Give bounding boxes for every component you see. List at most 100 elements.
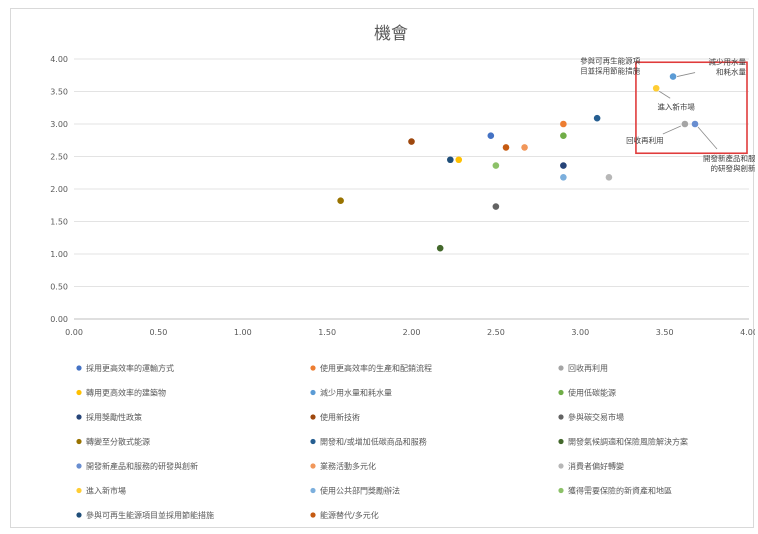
scatter-point xyxy=(560,174,567,181)
x-tick-label: 2.50 xyxy=(487,328,505,337)
scatter-chart: 機會 0.000.501.001.502.002.503.003.504.00 … xyxy=(50,24,755,520)
highlight-annotations: 減少用水量和耗水量 參與可再生能源項目並採用節能措施進入新市場回收再利用開發新產品… xyxy=(580,55,755,173)
y-tick-label: 2.00 xyxy=(50,185,68,194)
chart-title: 機會 xyxy=(374,24,408,44)
legend-marker xyxy=(310,438,316,445)
data-callout: 回收再利用 xyxy=(626,135,664,145)
data-callout: 的研發與創新 xyxy=(711,163,756,173)
legend-label: 使用新技術 xyxy=(320,412,360,422)
legend-label: 進入新市場 xyxy=(86,486,126,496)
scatter-point xyxy=(593,114,601,122)
x-axis-ticks: 0.00 0.50 1.00 1.50 2.00 2.50 3.00 3.50 4.00 xyxy=(65,328,755,337)
gridlines xyxy=(74,58,749,320)
y-tick-label: 3.50 xyxy=(50,88,68,97)
legend-marker xyxy=(310,463,316,469)
legend-label: 業務活動多元化 xyxy=(320,461,376,471)
data-callout: 和耗水量 xyxy=(716,67,746,77)
scatter-point xyxy=(447,156,454,164)
legend-marker xyxy=(76,414,82,420)
x-tick-label: 4.00 xyxy=(740,328,755,337)
legend-label: 使用公共部門獎勵辦法 xyxy=(320,486,400,496)
scatter-point xyxy=(455,156,463,164)
x-tick-label: 3.50 xyxy=(656,328,674,337)
y-tick-label: 1.50 xyxy=(50,218,68,227)
legend-label: 轉變至分散式能源 xyxy=(86,437,150,447)
scatter-point xyxy=(492,162,500,169)
legend-label: 獲得需要保險的新資產和地區 xyxy=(568,486,672,496)
legend-marker xyxy=(558,389,564,396)
data-callout: 參與可再生能源項 xyxy=(580,55,640,65)
y-tick-label: 1.00 xyxy=(50,250,68,259)
legend-label: 使用更高效率的生產和配銷流程 xyxy=(320,363,432,373)
scatter-point xyxy=(560,162,567,169)
x-tick-label: 1.00 xyxy=(234,328,252,337)
x-tick-label: 0.50 xyxy=(149,328,167,337)
legend-label: 轉用更高效率的建築物 xyxy=(86,388,166,398)
scatter-point xyxy=(502,144,510,151)
legend-label: 採用更高效率的運輸方式 xyxy=(86,363,174,373)
x-tick-label: 2.00 xyxy=(403,328,421,337)
legend-label: 參與可再生能源項目並採用節能措施 xyxy=(86,510,214,520)
legend-marker xyxy=(76,389,82,396)
legend-marker xyxy=(310,389,316,396)
x-tick-label: 3.00 xyxy=(571,328,589,337)
legend-marker xyxy=(558,463,564,469)
legend-label: 採用獎勵性政策 xyxy=(86,412,142,422)
legend-label: 減少用水量和耗水量 xyxy=(320,388,392,398)
y-tick-label: 0.00 xyxy=(50,315,68,324)
legend-marker xyxy=(310,487,316,494)
scatter-point xyxy=(691,120,699,128)
y-tick-label: 4.00 xyxy=(50,55,68,64)
scatter-point xyxy=(605,174,613,181)
scatter-point xyxy=(560,132,567,139)
legend-marker xyxy=(558,487,564,494)
chart-frame: 機會 0.00 0.50 1.00 1.50 2.00 2.50 3.00 3.50 4.00 … xyxy=(10,8,755,528)
legend-marker xyxy=(310,365,316,371)
x-tick-label: 1.50 xyxy=(318,328,336,337)
legend-marker xyxy=(558,414,564,420)
scatter-point xyxy=(669,73,677,80)
data-callout: 進入新市場 xyxy=(657,101,695,111)
legend-label: 回收再利用 xyxy=(568,363,608,373)
highlight-box xyxy=(635,61,748,155)
data-points xyxy=(337,73,699,252)
y-tick-label: 0.50 xyxy=(50,283,68,292)
legend-marker xyxy=(558,438,564,445)
callout-leader xyxy=(658,90,671,99)
scatter-point xyxy=(436,244,444,252)
scatter-point xyxy=(408,138,415,145)
data-callout: 開發新產品和服務 xyxy=(703,153,755,163)
legend: 採用更高效率的運輸方式 使用更高效率的生產和配銷流程 回收再利用轉用更高效率的建築物… xyxy=(76,363,688,520)
scatter-point xyxy=(521,144,528,151)
legend-label: 開發新產品和服務的研發與創新 xyxy=(86,461,198,471)
legend-marker xyxy=(76,463,82,469)
data-callout: 減少用水量 xyxy=(709,57,747,67)
legend-label: 參與碳交易市場 xyxy=(568,412,624,422)
scatter-point xyxy=(337,197,344,204)
y-tick-label: 2.50 xyxy=(50,153,68,162)
legend-marker xyxy=(76,512,82,518)
callout-leader xyxy=(662,125,682,135)
legend-marker xyxy=(310,414,316,420)
legend-label: 能源替代/多元化 xyxy=(320,510,379,520)
legend-label: 消費者偏好轉變 xyxy=(568,461,624,471)
legend-marker xyxy=(76,365,82,371)
legend-label: 使用低碳能源 xyxy=(568,388,616,398)
callout-leader xyxy=(697,126,718,150)
y-axis-ticks: 0.00 0.50 1.00 1.50 2.00 2.50 3.00 3.50 4.00 xyxy=(50,55,68,324)
legend-label: 開發氣候調適和保險風險解決方案 xyxy=(568,437,688,447)
y-tick-label: 3.00 xyxy=(50,120,68,129)
scatter-point xyxy=(681,120,689,128)
legend-marker xyxy=(76,438,82,445)
legend-marker xyxy=(310,512,316,518)
legend-marker xyxy=(558,365,564,371)
legend-label: 開發和/或增加低碳商品和服務 xyxy=(320,437,427,447)
scatter-point xyxy=(487,132,495,139)
callout-leader xyxy=(676,72,696,77)
data-callout: 目並採用節能措施 xyxy=(580,65,640,75)
scatter-point xyxy=(652,84,660,92)
x-tick-label: 0.00 xyxy=(65,328,83,337)
scatter-point xyxy=(560,120,567,128)
legend-marker xyxy=(76,487,82,494)
scatter-point xyxy=(492,203,500,210)
